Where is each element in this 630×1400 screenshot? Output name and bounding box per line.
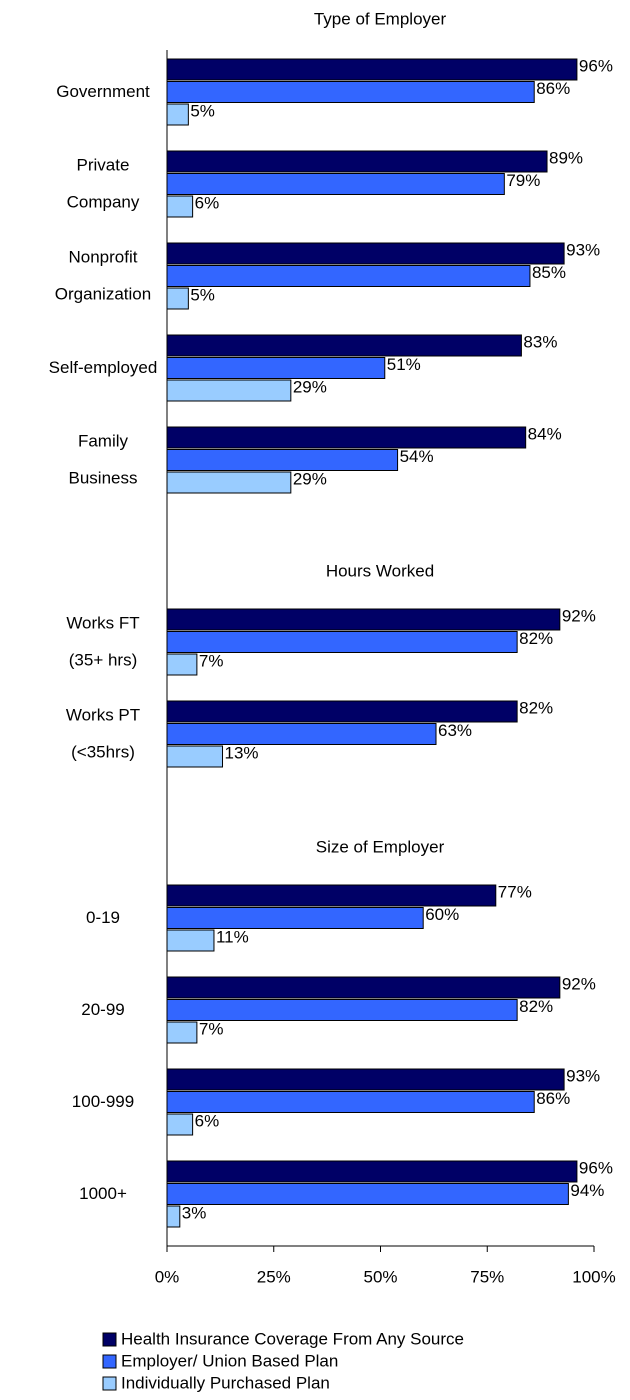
legend-label: Employer/ Union Based Plan [121,1351,338,1370]
bar [166,103,189,126]
value-label: 82% [519,997,553,1016]
bar [166,1183,569,1205]
value-label: 83% [523,332,557,351]
value-label: 11% [216,927,249,946]
value-label: 86% [536,1089,570,1108]
bar [166,81,535,103]
value-label: 93% [566,1066,600,1085]
bar [166,334,522,357]
legend-swatch [102,1332,117,1347]
category-label: 100-999 [72,1092,134,1111]
bar [166,723,437,745]
bar [166,195,194,218]
value-label: 13% [225,743,259,762]
bar [166,999,518,1021]
category-label: Nonprofit [69,248,138,267]
bar [166,700,518,723]
bar [166,1091,535,1113]
value-label: 5% [190,101,215,120]
x-tick-label: 75% [470,1267,504,1286]
value-label: 82% [519,698,553,717]
category-label: Works FT [66,614,139,633]
bar [166,907,424,929]
category-label: Company [67,193,140,212]
value-label: 77% [498,882,532,901]
value-label: 79% [506,171,540,190]
bar [166,1021,198,1044]
bar [166,449,399,471]
bar [166,884,497,907]
category-label: Government [56,82,150,101]
category-label: Organization [55,285,151,304]
bar [166,426,527,449]
bar [166,265,531,287]
value-label: 92% [562,974,596,993]
bar [166,471,292,494]
value-label: 63% [438,721,472,740]
bar [166,242,565,265]
value-label: 54% [400,447,434,466]
section-title: Hours Worked [326,561,434,580]
category-label: (<35hrs) [71,743,135,762]
bar [166,1205,181,1228]
bar [166,608,561,631]
value-label: 84% [528,424,562,443]
bar [166,1113,194,1136]
section-title: Type of Employer [314,9,447,28]
x-tick-label: 50% [363,1267,397,1286]
value-label: 94% [570,1181,604,1200]
value-label: 92% [562,606,596,625]
bar [166,58,578,81]
value-label: 82% [519,629,553,648]
value-label: 7% [199,651,224,670]
bar [166,150,548,173]
category-label: 1000+ [79,1184,127,1203]
x-tick-label: 100% [572,1267,615,1286]
bar [166,631,518,653]
bar [166,976,561,999]
bar [166,379,292,402]
value-label: 89% [549,148,583,167]
value-label: 29% [293,377,327,396]
x-tick-label: 25% [257,1267,291,1286]
legend-swatch [102,1354,117,1369]
bar [166,653,198,676]
legend-swatch [102,1376,117,1391]
value-label: 51% [387,355,421,374]
value-label: 5% [190,285,215,304]
bar [166,929,215,952]
category-label: (35+ hrs) [69,651,138,670]
value-label: 96% [579,56,613,75]
category-label: Family [78,432,129,451]
category-label: 20-99 [81,1000,124,1019]
bar [166,173,505,195]
legend-label: Individually Purchased Plan [121,1373,330,1392]
bar [166,287,189,310]
category-label: Self-employed [49,358,158,377]
bar [166,745,224,768]
value-label: 7% [199,1019,224,1038]
category-label: Private [77,156,130,175]
x-tick-label: 0% [155,1267,180,1286]
bar [166,1068,565,1091]
value-label: 60% [425,905,459,924]
section-title: Size of Employer [316,837,445,856]
category-label: 0-19 [86,908,120,927]
category-label: Business [69,469,138,488]
value-label: 6% [195,1111,220,1130]
value-label: 86% [536,79,570,98]
value-label: 6% [195,193,220,212]
value-label: 29% [293,469,327,488]
category-label: Works PT [66,706,140,725]
value-label: 96% [579,1158,613,1177]
value-label: 93% [566,240,600,259]
bar [166,357,386,379]
value-label: 85% [532,263,566,282]
value-label: 3% [182,1203,207,1222]
legend-label: Health Insurance Coverage From Any Sourc… [121,1329,464,1348]
bar [166,1160,578,1183]
